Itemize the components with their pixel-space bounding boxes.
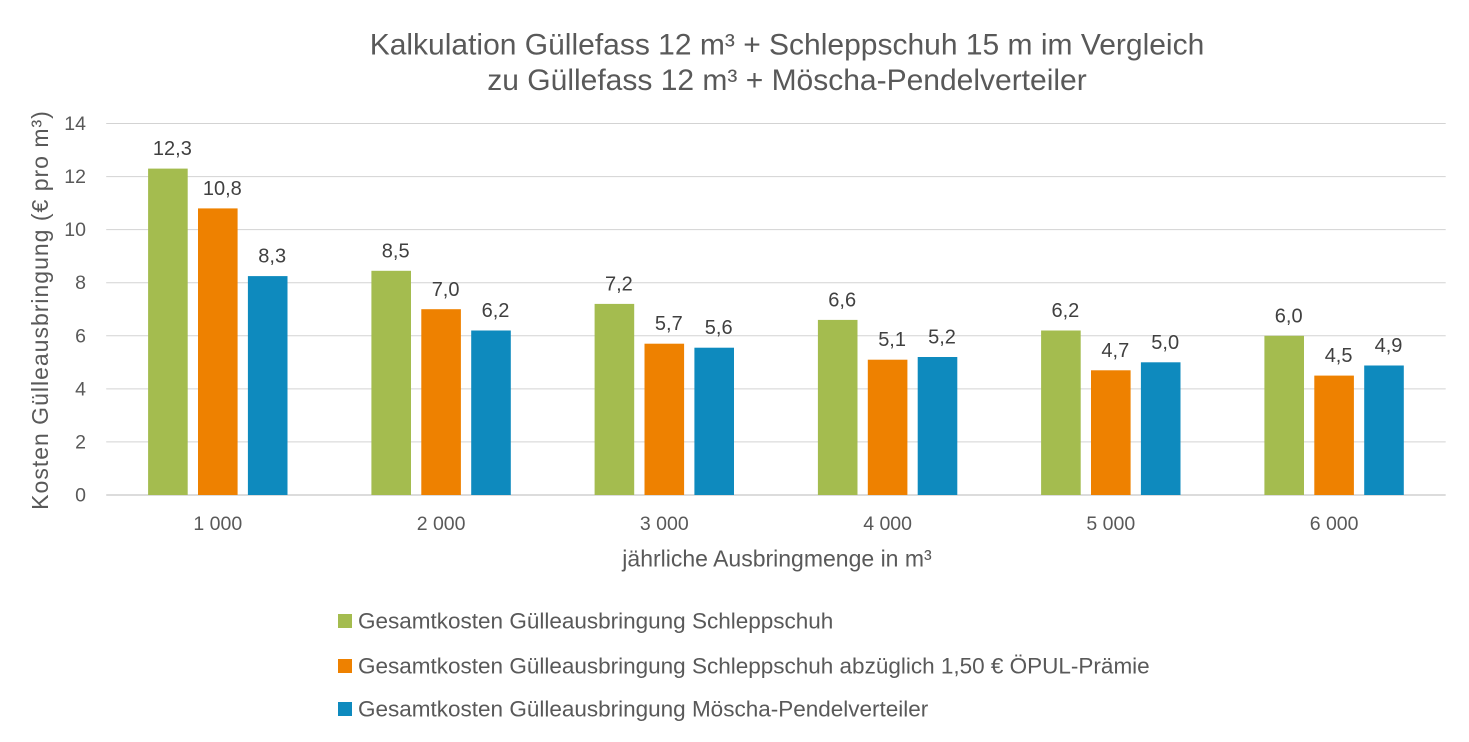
svg-text:2: 2	[75, 431, 86, 453]
svg-text:6 000: 6 000	[1310, 513, 1359, 535]
svg-text:7,0: 7,0	[432, 279, 460, 301]
svg-text:8: 8	[75, 272, 86, 294]
svg-text:12,3: 12,3	[153, 138, 192, 160]
svg-text:4,5: 4,5	[1325, 345, 1353, 367]
svg-text:2 000: 2 000	[417, 513, 466, 535]
svg-text:5,7: 5,7	[655, 313, 683, 335]
svg-text:5,1: 5,1	[878, 329, 906, 351]
svg-text:0: 0	[75, 485, 86, 507]
svg-text:5 000: 5 000	[1086, 513, 1135, 535]
svg-text:zu Güllefass 12 m³ + Möscha-Pe: zu Güllefass 12 m³ + Möscha-Pendelvertei…	[487, 64, 1086, 97]
svg-text:Kosten Gülleausbringung (€ pro: Kosten Gülleausbringung (€ pro m³)	[27, 110, 53, 510]
svg-text:1 000: 1 000	[193, 513, 242, 535]
svg-text:7,2: 7,2	[605, 273, 633, 295]
svg-text:Gesamtkosten Gülleausbringung: Gesamtkosten Gülleausbringung Möscha-Pen…	[358, 697, 929, 722]
svg-text:14: 14	[64, 113, 86, 135]
svg-text:5,6: 5,6	[705, 317, 733, 339]
svg-text:6,6: 6,6	[828, 289, 856, 311]
svg-text:12: 12	[64, 166, 86, 188]
svg-text:6,2: 6,2	[1051, 300, 1079, 322]
svg-text:10,8: 10,8	[203, 178, 242, 200]
svg-text:8,3: 8,3	[258, 246, 286, 268]
svg-text:10: 10	[64, 219, 86, 241]
svg-text:8,5: 8,5	[382, 240, 410, 262]
svg-text:5,2: 5,2	[928, 327, 956, 349]
svg-text:6,0: 6,0	[1275, 305, 1303, 327]
svg-text:6,2: 6,2	[482, 300, 510, 322]
svg-text:Kalkulation Güllefass 12 m³ +: Kalkulation Güllefass 12 m³ + Schleppsch…	[370, 29, 1205, 62]
svg-text:4: 4	[75, 378, 86, 400]
svg-text:Gesamtkosten Gülleausbringung: Gesamtkosten Gülleausbringung Schleppsch…	[358, 654, 1150, 679]
svg-text:4,7: 4,7	[1101, 340, 1129, 362]
svg-text:jährliche Ausbringmenge in m³: jährliche Ausbringmenge in m³	[621, 546, 932, 572]
svg-text:Gesamtkosten Gülleausbringung: Gesamtkosten Gülleausbringung Schleppsch…	[358, 609, 833, 634]
svg-text:3 000: 3 000	[640, 513, 689, 535]
svg-text:4 000: 4 000	[863, 513, 912, 535]
svg-text:4,9: 4,9	[1375, 335, 1403, 357]
svg-text:6: 6	[75, 325, 86, 347]
svg-text:5,0: 5,0	[1151, 332, 1179, 354]
